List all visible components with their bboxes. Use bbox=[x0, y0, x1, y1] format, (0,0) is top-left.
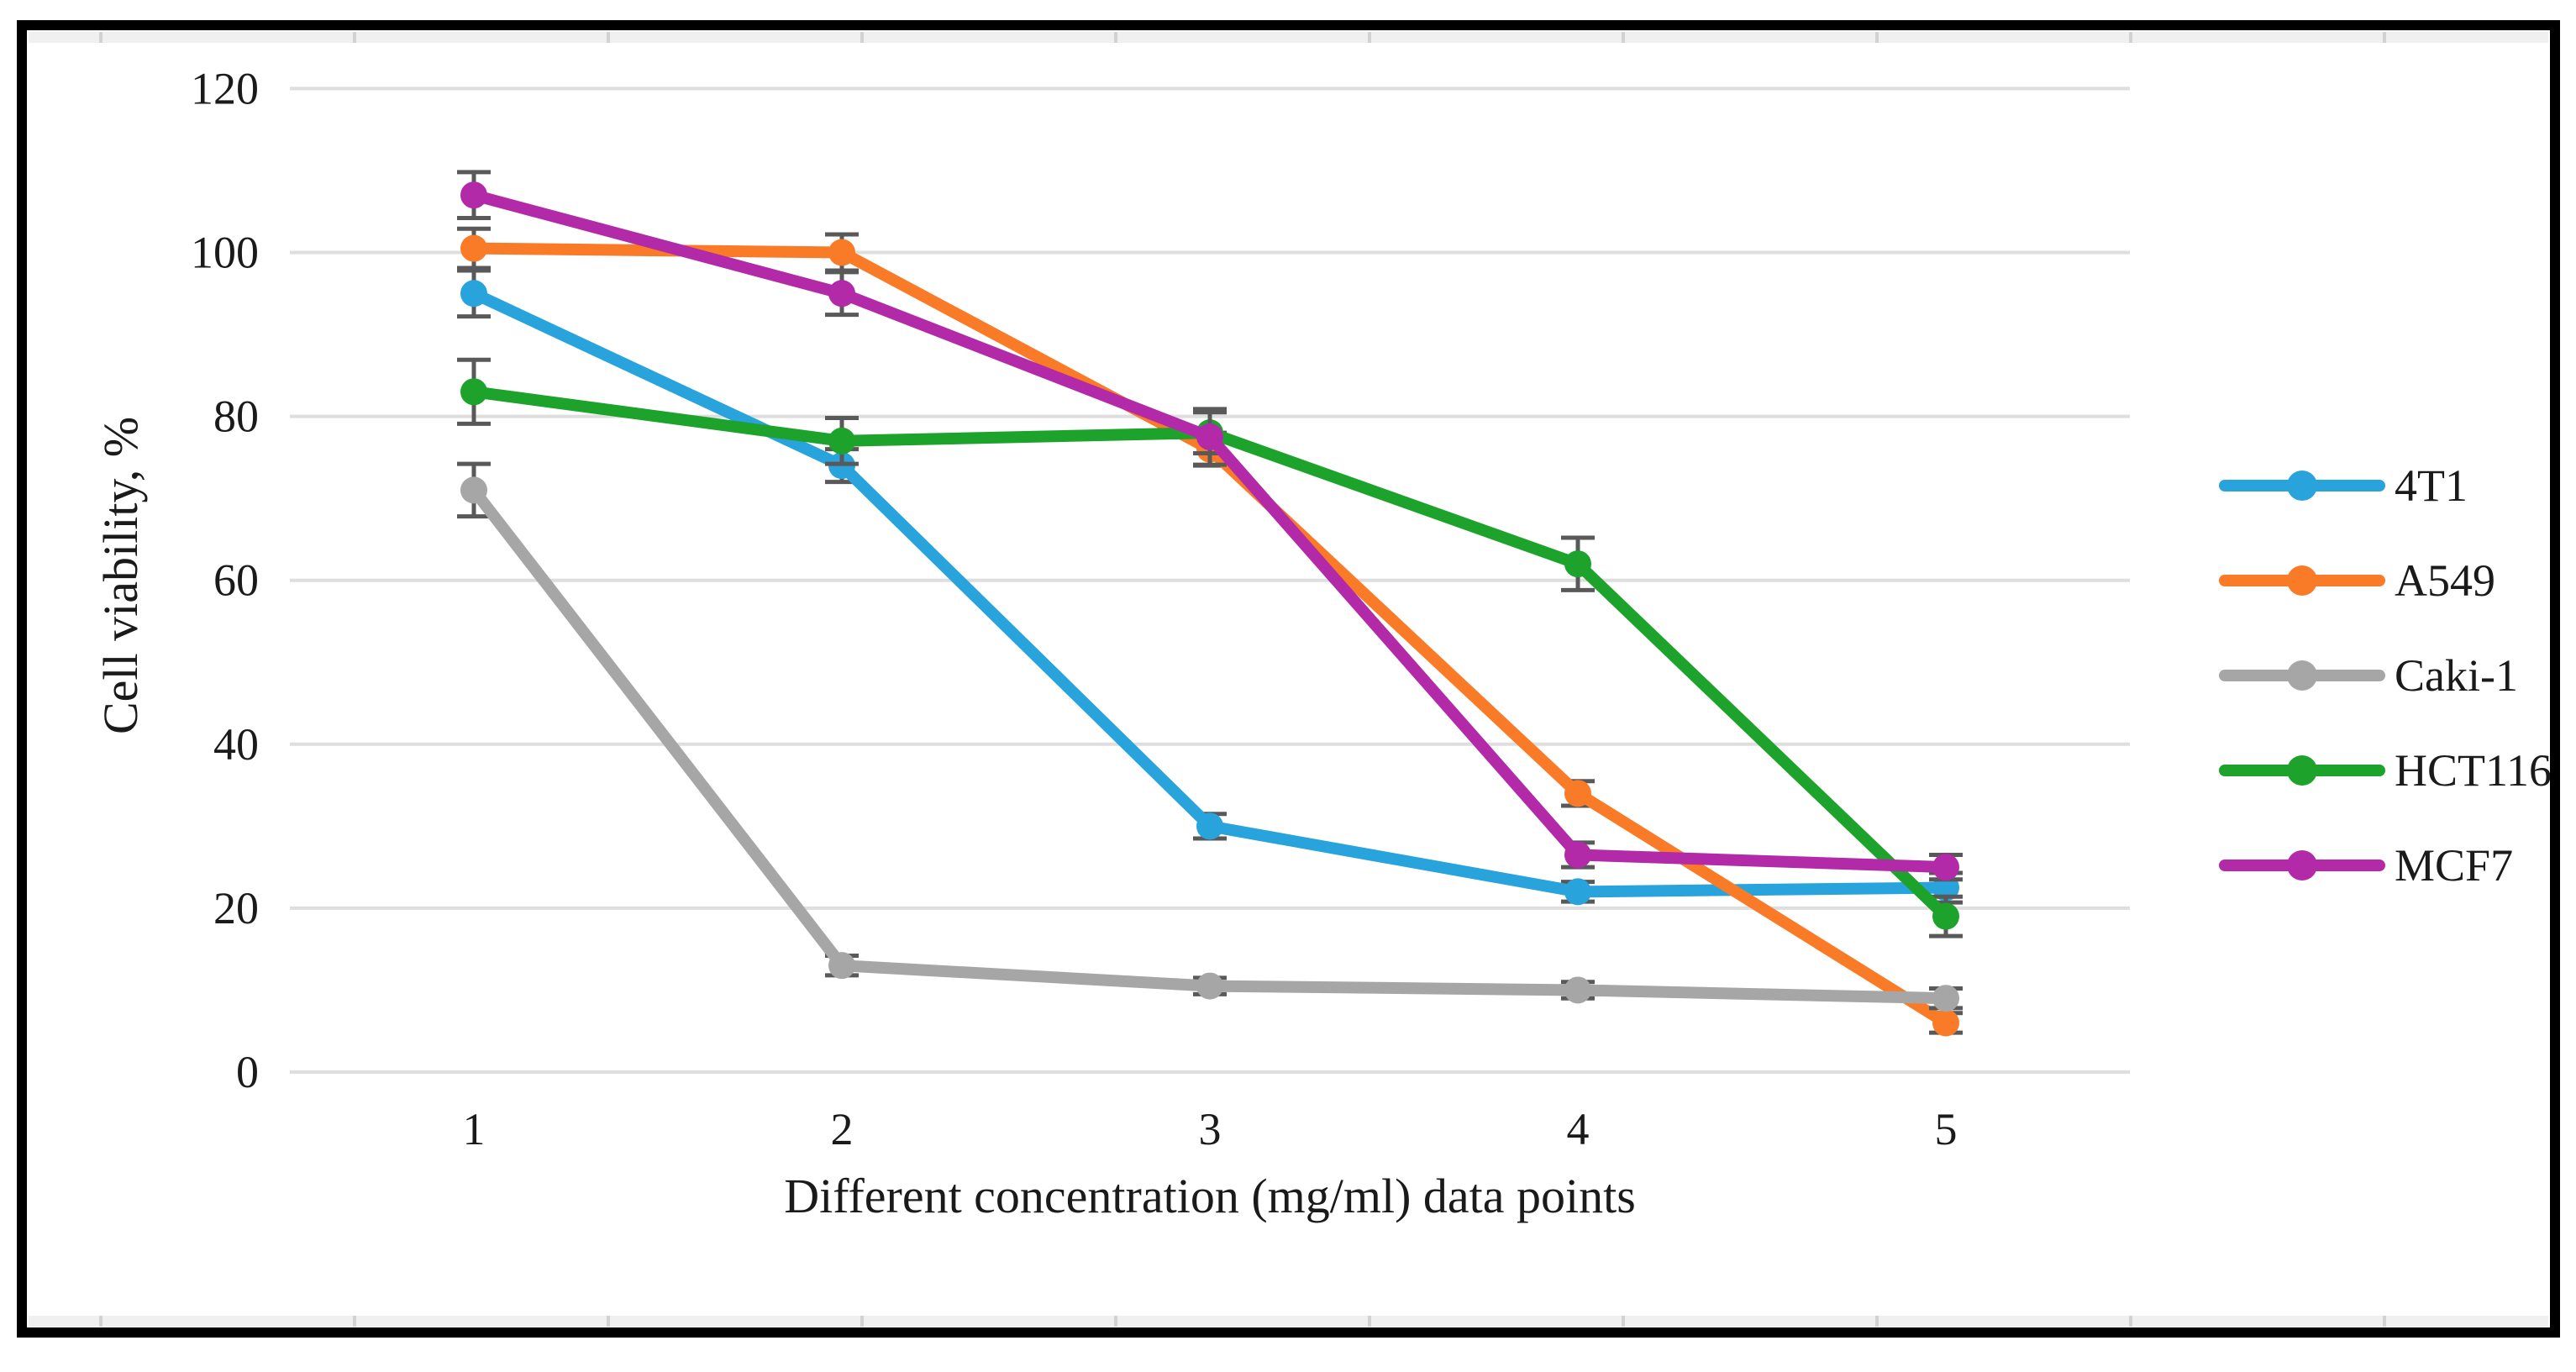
x-tick-label-4: 4 bbox=[1567, 1104, 1590, 1154]
y-tick-label-120: 120 bbox=[191, 63, 259, 113]
cropped-panel-edge-bottom bbox=[29, 1316, 2548, 1327]
y-tick-label-60: 60 bbox=[213, 555, 259, 606]
legend: 4T1 A549 Caki-1 HCT116 MCF7 bbox=[2219, 460, 2552, 891]
series-marker-Caki-1-4 bbox=[1564, 976, 1591, 1004]
legend-marker-HCT116 bbox=[2287, 755, 2317, 786]
series-A549 bbox=[457, 226, 1963, 1037]
series-marker-A549-1 bbox=[460, 234, 487, 262]
series-marker-HCT116-5 bbox=[1932, 902, 1959, 930]
legend-item-Caki-1: Caki-1 bbox=[2219, 650, 2518, 701]
series-marker-HCT116-1 bbox=[460, 378, 487, 406]
series-marker-4T1-3 bbox=[1196, 812, 1223, 840]
x-axis-title: Different concentration (mg/ml) data poi… bbox=[784, 1169, 1636, 1223]
series-marker-MCF7-4 bbox=[1564, 841, 1591, 869]
series-Caki-1 bbox=[457, 461, 1963, 1012]
legend-label-4T1: 4T1 bbox=[2395, 460, 2468, 511]
y-tick-label-100: 100 bbox=[191, 228, 259, 278]
series-marker-HCT116-4 bbox=[1564, 550, 1591, 578]
y-tick-label-80: 80 bbox=[213, 392, 259, 442]
series-marker-Caki-1-2 bbox=[828, 952, 855, 980]
series-MCF7 bbox=[457, 170, 1963, 882]
series-marker-A549-5 bbox=[1932, 1009, 1959, 1037]
series-marker-Caki-1-5 bbox=[1932, 985, 1959, 1012]
cropped-panel-edge-top bbox=[29, 32, 2548, 43]
legend-label-A549: A549 bbox=[2395, 555, 2495, 606]
series-marker-4T1-4 bbox=[1564, 878, 1591, 906]
figure-frame bbox=[17, 20, 2560, 1338]
series-marker-MCF7-1 bbox=[460, 181, 487, 209]
legend-item-MCF7: MCF7 bbox=[2219, 840, 2513, 891]
y-tick-label-20: 20 bbox=[213, 883, 259, 933]
series-marker-Caki-1-3 bbox=[1196, 972, 1223, 1000]
legend-marker-MCF7 bbox=[2287, 850, 2317, 880]
series-marker-MCF7-5 bbox=[1932, 854, 1959, 881]
series-4T1 bbox=[457, 268, 1963, 906]
x-tick-label-3: 3 bbox=[1199, 1104, 1222, 1154]
legend-label-Caki-1: Caki-1 bbox=[2395, 650, 2518, 701]
legend-label-MCF7: MCF7 bbox=[2395, 840, 2513, 891]
series-line-4T1 bbox=[468, 287, 1952, 898]
x-tick-label-5: 5 bbox=[1935, 1104, 1958, 1154]
legend-marker-4T1 bbox=[2287, 470, 2317, 501]
y-tick-label-0: 0 bbox=[236, 1047, 259, 1097]
series-marker-A549-2 bbox=[828, 239, 855, 266]
series-marker-MCF7-2 bbox=[828, 280, 855, 308]
legend-marker-Caki-1 bbox=[2287, 660, 2317, 691]
legend-label-HCT116: HCT116 bbox=[2395, 745, 2552, 796]
x-tick-label-2: 2 bbox=[831, 1104, 854, 1154]
series-marker-HCT116-2 bbox=[828, 427, 855, 455]
y-axis-title: Cell viability, % bbox=[93, 416, 148, 735]
legend-item-HCT116: HCT116 bbox=[2219, 745, 2552, 796]
x-tick-label-1: 1 bbox=[463, 1104, 486, 1154]
series-marker-4T1-1 bbox=[460, 280, 487, 308]
y-tick-label-40: 40 bbox=[213, 719, 259, 770]
series-marker-Caki-1-1 bbox=[460, 476, 487, 504]
series-marker-A549-4 bbox=[1564, 780, 1591, 807]
legend-item-A549: A549 bbox=[2219, 555, 2495, 606]
legend-item-4T1: 4T1 bbox=[2219, 460, 2468, 511]
series-marker-MCF7-3 bbox=[1196, 423, 1223, 450]
legend-marker-A549 bbox=[2287, 565, 2317, 596]
